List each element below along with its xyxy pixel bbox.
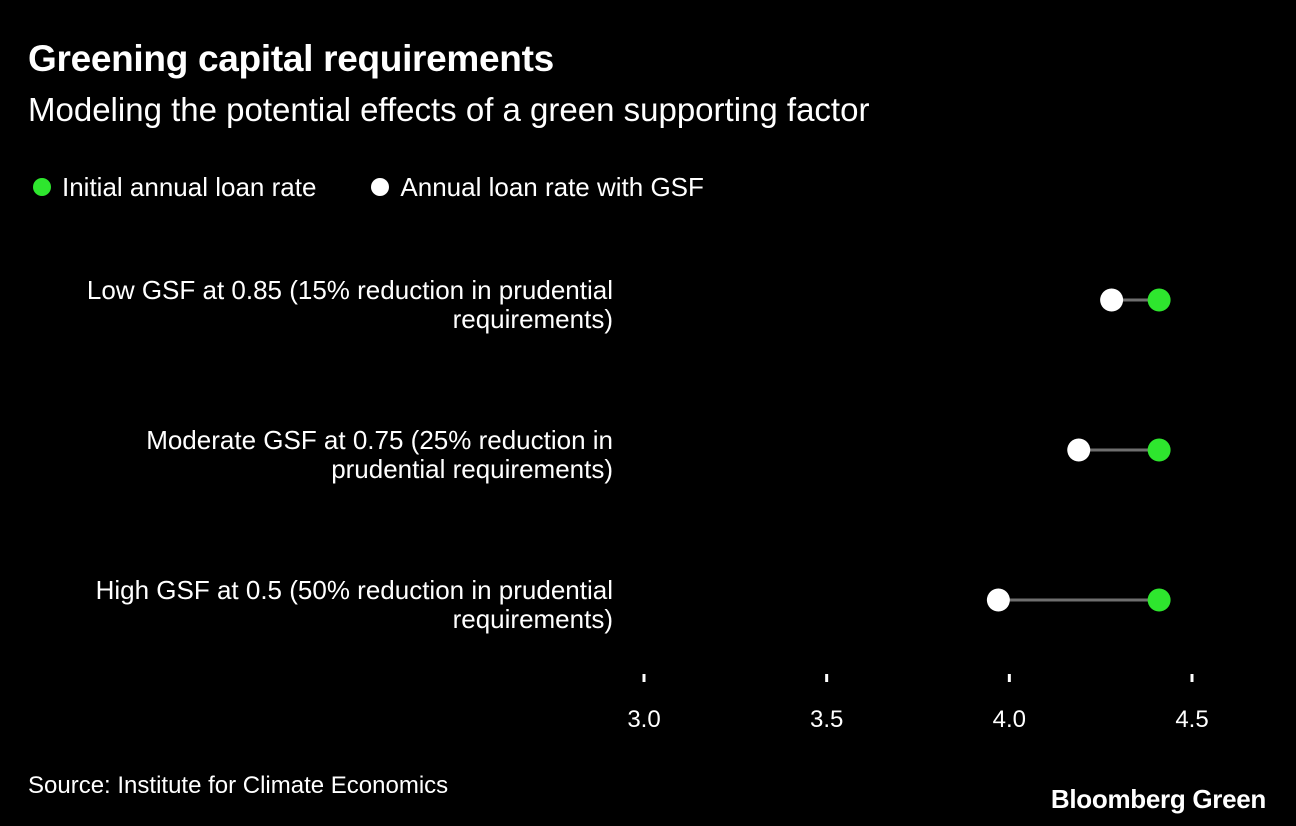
source-note: Source: Institute for Climate Economics (28, 772, 449, 799)
initial-rate-dot-3 (1147, 588, 1171, 612)
row-label-2: Moderate GSF at 0.75 (25% reduction in pr… (146, 425, 613, 484)
x-tick-label-4: 4.5 (1175, 706, 1208, 733)
row-label-line: Moderate GSF at 0.75 (25% reduction in (146, 425, 613, 455)
x-tick-label-1: 3.0 (627, 706, 660, 733)
row-label-1: Low GSF at 0.85 (15% reduction in pruden… (87, 275, 613, 334)
brand-logo: Bloomberg Green (1050, 784, 1266, 814)
row-label-line: High GSF at 0.5 (50% reduction in pruden… (96, 575, 613, 605)
legend-item-initial-rate: Initial annual loan rate (28, 172, 316, 203)
legend-label-gsf-rate: Annual loan rate with GSF (400, 171, 704, 202)
gsf-rate-dot-2 (1067, 438, 1091, 462)
initial-rate-dot-1 (1147, 288, 1171, 312)
row-label-line: prudential requirements) (331, 454, 613, 484)
legend-dot-white-icon (371, 178, 390, 196)
chart-title: Greening capital requirements (28, 38, 554, 79)
row-label-line: requirements) (453, 304, 613, 334)
gsf-rate-dot-3 (986, 588, 1010, 612)
initial-rate-dot-2 (1147, 438, 1171, 462)
legend: Initial annual loan rate Annual loan rat… (28, 170, 754, 204)
legend-item-gsf-rate: Annual loan rate with GSF (366, 172, 704, 203)
row-label-3: High GSF at 0.5 (50% reduction in pruden… (96, 575, 613, 634)
gsf-rate-dot-1 (1100, 288, 1124, 312)
row-label-line: requirements) (453, 604, 613, 634)
legend-label-initial-rate: Initial annual loan rate (62, 171, 317, 202)
row-label-line: Low GSF at 0.85 (15% reduction in pruden… (87, 275, 613, 305)
x-tick-label-2: 3.5 (810, 706, 843, 733)
chart-subtitle: Modeling the potential effects of a gree… (28, 91, 870, 128)
x-tick-label-3: 4.0 (993, 706, 1026, 733)
legend-dot-green-icon (33, 178, 51, 196)
